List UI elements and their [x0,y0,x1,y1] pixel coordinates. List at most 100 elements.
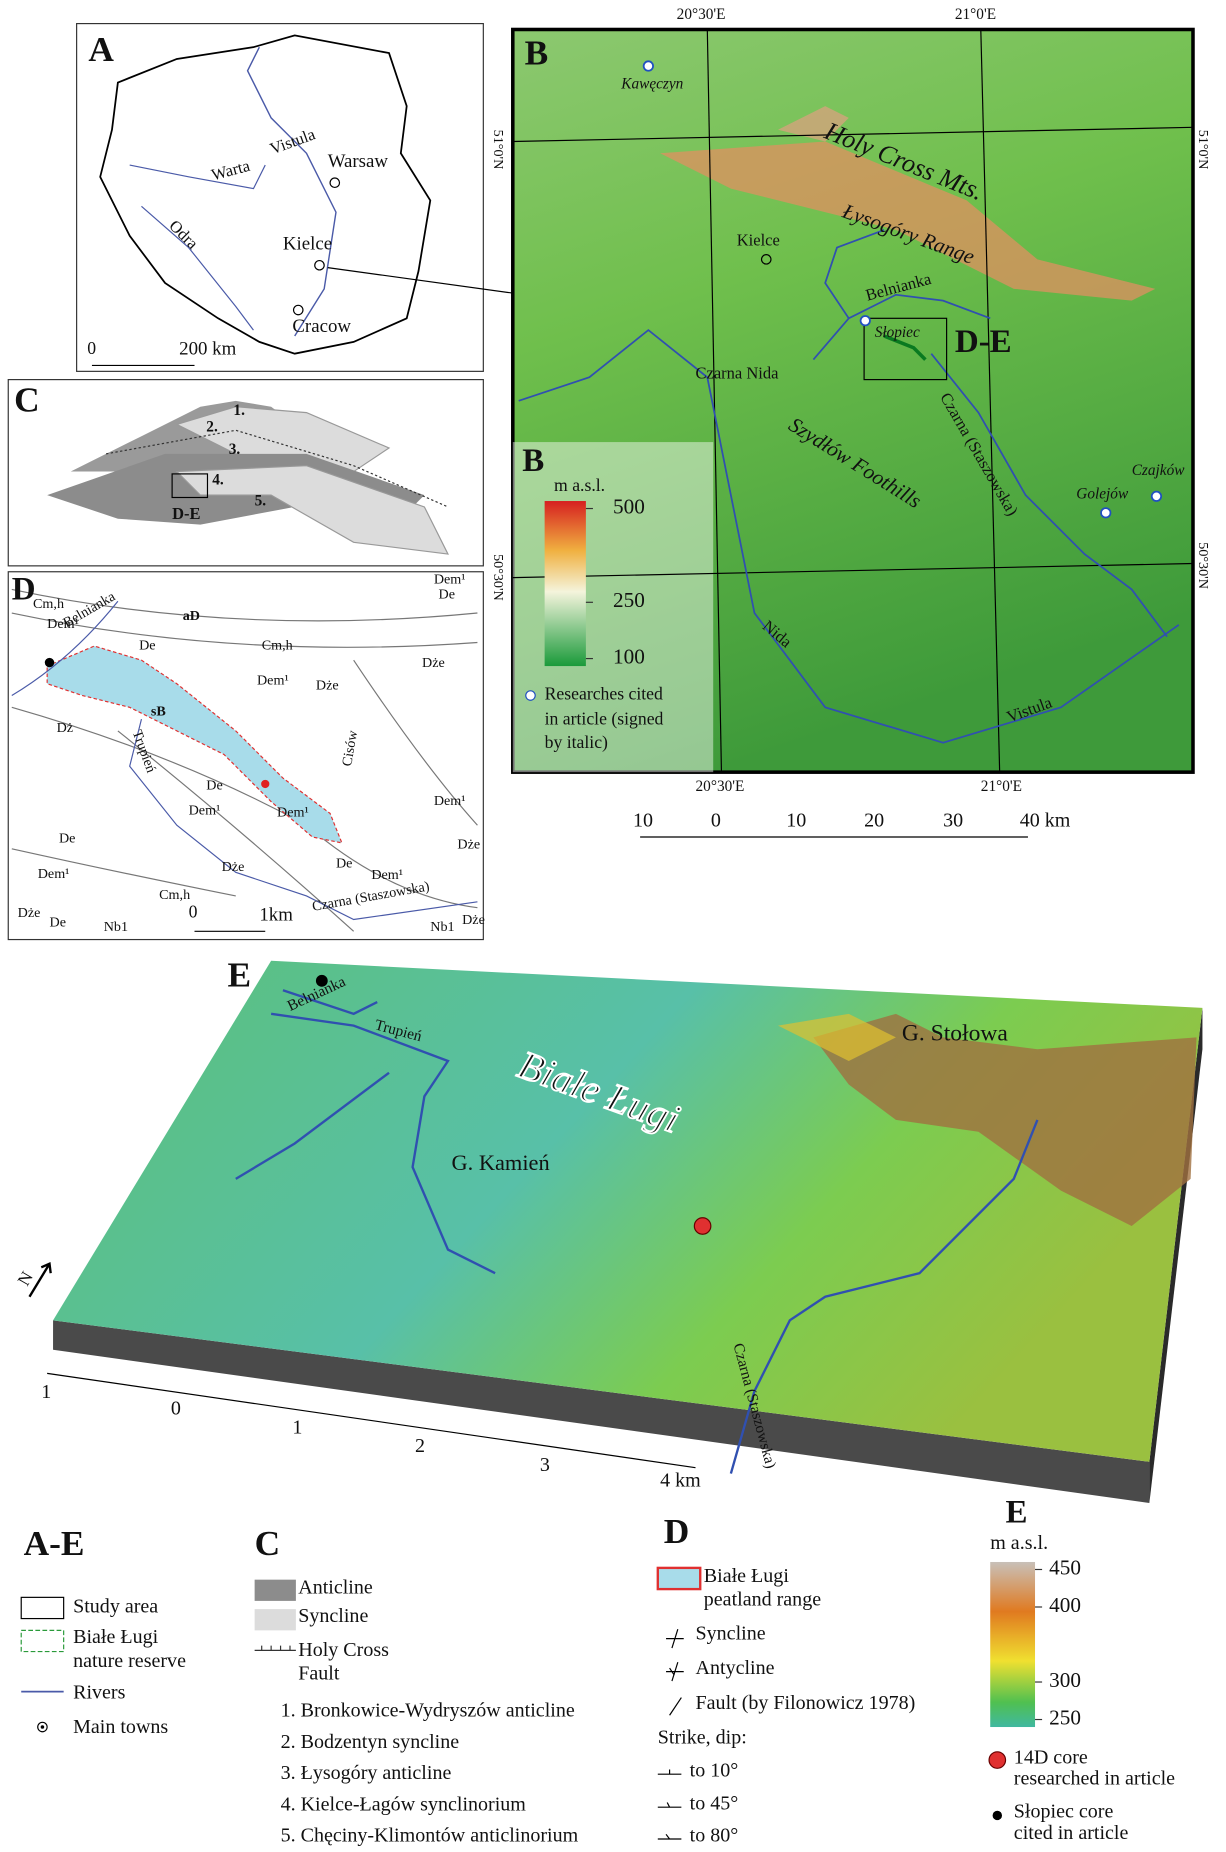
label: De [336,855,352,871]
label: 10 [633,809,653,831]
label: 0 [87,338,96,358]
label: Kawęczyn [620,75,683,92]
label: 51°0'N [1195,130,1211,170]
core-site [261,779,270,789]
legend-symbol [254,1579,296,1601]
label: 0 [711,809,721,831]
colorbar-label: 450 [1049,1555,1081,1579]
label: 5. Chęciny-Klimontów anticlinorium [281,1824,579,1846]
scale-bar [47,1372,696,1469]
label: by italic) [545,732,608,752]
town [292,304,304,316]
legend-symbol [254,1645,296,1651]
label: 21°0'E [981,778,1022,795]
label: Dem¹ [434,571,466,587]
label: 1km [259,904,293,925]
label: 20°30'E [696,778,745,795]
label: 51°0'N [490,130,506,170]
label: m a.s.l. [554,475,605,495]
colorbar-label: 100 [613,644,645,668]
syncline [175,465,449,555]
label: 5. [255,493,267,510]
label: Dże [457,836,480,852]
label: Dem¹ [434,793,466,809]
label: G. Stołowa [902,1020,1009,1046]
label: A-E [24,1523,85,1563]
label: aD [183,608,200,624]
label: D-E [955,324,1012,360]
colorbar-label: 250 [1049,1705,1081,1729]
label: 4. [212,472,224,489]
label: Dem¹ [47,616,79,632]
label: 2 [415,1435,425,1457]
label: Researches cited [545,684,663,704]
label: N [13,1268,37,1289]
river [930,353,1168,638]
label: Cm,h [159,887,190,903]
label: nature reserve [73,1650,186,1672]
highland [778,106,849,142]
label: Nb1 [430,919,454,935]
legend-symbol [669,1697,682,1716]
label: sB [151,703,166,719]
label: Main towns [73,1716,168,1738]
colorbar-label: 400 [1049,1593,1081,1617]
label: E [228,955,252,995]
river [141,205,254,331]
legend-symbol [656,1566,702,1591]
label: A [88,29,114,69]
label: 3. Łysogóry anticline [281,1762,452,1784]
label: 2. Bodzentyn syncline [281,1731,460,1753]
colorbar-label: 250 [613,588,645,612]
label: Rivers [73,1682,126,1704]
label: Holy Cross [298,1639,389,1661]
legend-symbol [666,1629,684,1649]
town [760,254,772,265]
rivers [235,989,1039,1474]
label: 30 [943,809,963,831]
legend-symbol [40,1725,45,1729]
core-14d [693,1217,712,1235]
colorbar [990,1561,1036,1728]
label: Cracow [292,316,351,337]
label: Dże [316,677,339,693]
label: Dże [222,859,245,875]
slopiec-core [315,974,328,987]
label: 4. Kielce-Łagów synclinorium [281,1794,527,1816]
label: 1. [233,402,245,419]
label: 40 km [1020,809,1071,831]
legend-symbol [20,1596,65,1620]
label: De [206,778,222,794]
label: Syncline [696,1623,766,1645]
label: Dże [422,655,445,671]
label: Kielce [737,230,780,249]
label: Kielce [283,234,332,255]
label: Dem¹ [371,867,403,883]
label: Dem¹ [277,805,309,821]
town [329,177,341,189]
label: in article (signed [545,708,664,728]
legend-symbol [988,1751,1007,1769]
label: to 10° [690,1759,739,1781]
panel-a [76,23,867,372]
colorbar-label: 500 [613,494,645,518]
study-box [171,473,209,499]
label: 4 km [660,1469,701,1491]
legend-symbol [20,1629,65,1653]
label: Dż [57,720,73,736]
label: 14D core [1014,1746,1088,1768]
label: researched in article [1014,1768,1175,1790]
label: D [664,1511,690,1551]
label: m a.s.l. [990,1532,1048,1554]
label: Cm,h [33,596,64,612]
river [246,46,337,337]
label: Golejów [1076,486,1129,503]
legend-symbol [992,1810,1003,1821]
panel-e [28,960,1203,1504]
mountain [778,1013,896,1061]
mountain [813,1013,1197,1227]
river [812,229,991,361]
research-sites [642,60,1163,519]
label: De [59,831,75,847]
